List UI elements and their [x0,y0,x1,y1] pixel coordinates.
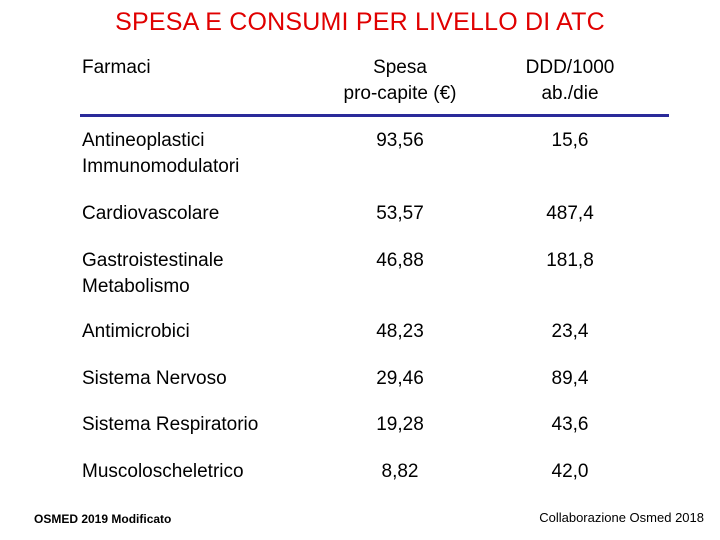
row-name-line: Cardiovascolare [82,203,220,224]
row-name: Muscoloscheletrico [82,459,244,485]
row-spesa: 19,28 [376,414,424,435]
row-name-line: Immunomodulatori [82,156,240,177]
header-farmaci-label: Farmaci [82,57,151,78]
row-ddd: 15,6 [551,130,589,151]
row-spesa: 29,46 [376,368,424,389]
row-name-line: Sistema Respiratorio [82,414,259,435]
source-left: OSMED 2019 Modificato [34,512,172,526]
header-divider [80,114,669,117]
header-spesa: Spesa pro-capite (€) [300,55,500,107]
row-name: Antimicrobici [82,319,190,345]
row-name-line: Sistema Nervoso [82,368,227,389]
row-name: Antineoplastici Immunomodulatori [82,128,239,180]
row-ddd: 23,4 [551,321,589,342]
header-spesa-line1: Spesa [373,57,427,78]
row-name-line: Muscoloscheletrico [82,461,244,482]
header-ddd-line1: DDD/1000 [525,57,615,78]
row-name: Cardiovascolare [82,201,219,227]
row-spesa: 53,57 [376,203,424,224]
row-ddd: 181,8 [546,250,594,271]
row-name: Sistema Nervoso [82,366,227,392]
row-spesa: 46,88 [376,250,424,271]
row-name: Sistema Respiratorio [82,412,258,438]
row-ddd: 43,6 [551,414,589,435]
row-name: Gastroistestinale Metabolismo [82,248,224,300]
row-ddd: 89,4 [551,368,589,389]
row-name-line: Metabolismo [82,276,190,297]
row-spesa: 8,82 [381,461,419,482]
header-farmaci: Farmaci [82,55,151,81]
header-ddd: DDD/1000 ab./die [470,55,670,107]
header-spesa-line2: pro-capite (€) [343,83,457,104]
row-name-line: Antineoplastici [82,130,205,151]
row-spesa: 93,56 [376,130,424,151]
row-name-line: Antimicrobici [82,321,190,342]
row-ddd: 42,0 [551,461,589,482]
row-ddd: 487,4 [546,203,594,224]
page-title: SPESA E CONSUMI PER LIVELLO DI ATC [115,8,605,36]
source-right: Collaborazione Osmed 2018 [539,510,704,525]
row-spesa: 48,23 [376,321,424,342]
row-name-line: Gastroistestinale [82,250,224,271]
header-ddd-line2: ab./die [541,83,599,104]
